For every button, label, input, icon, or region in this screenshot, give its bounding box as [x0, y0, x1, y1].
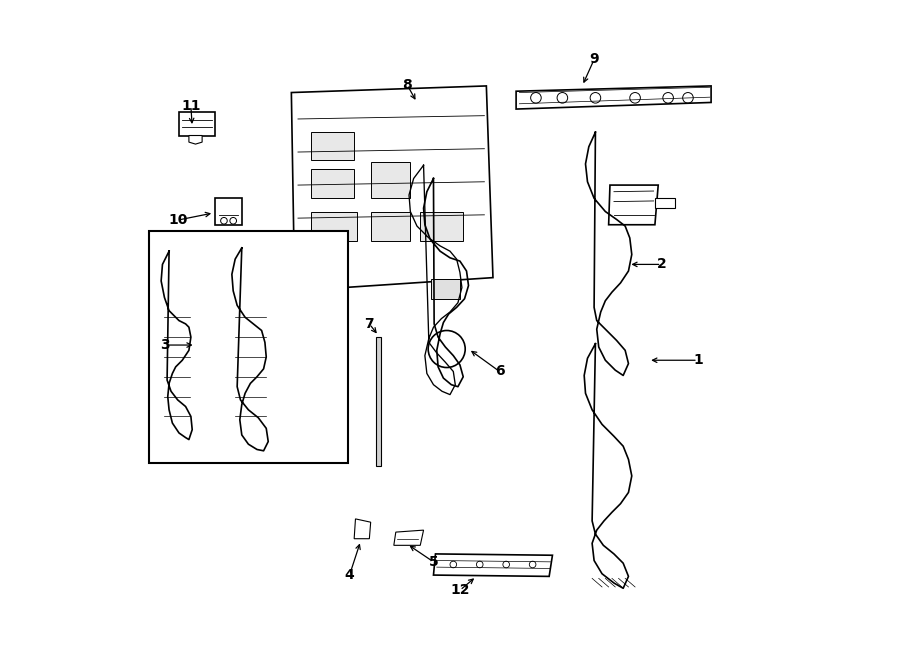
Polygon shape — [376, 337, 381, 466]
Text: 2: 2 — [657, 257, 666, 272]
Polygon shape — [355, 519, 371, 539]
Polygon shape — [394, 530, 424, 545]
Text: 11: 11 — [181, 98, 201, 113]
Text: 1: 1 — [693, 353, 703, 368]
Text: 9: 9 — [590, 52, 598, 67]
Polygon shape — [311, 132, 355, 160]
Polygon shape — [371, 212, 410, 241]
Text: 10: 10 — [168, 213, 187, 227]
Polygon shape — [431, 279, 460, 299]
Text: 4: 4 — [345, 568, 355, 582]
Polygon shape — [149, 231, 347, 463]
Polygon shape — [516, 86, 711, 109]
Polygon shape — [189, 136, 202, 144]
Polygon shape — [292, 86, 493, 291]
Polygon shape — [655, 198, 675, 208]
Text: 8: 8 — [402, 77, 412, 92]
Text: 7: 7 — [364, 317, 374, 331]
Polygon shape — [420, 212, 464, 241]
Polygon shape — [371, 162, 410, 198]
Polygon shape — [215, 198, 242, 225]
Text: 3: 3 — [159, 338, 169, 352]
Polygon shape — [179, 112, 215, 136]
Polygon shape — [434, 554, 553, 576]
Text: 6: 6 — [495, 364, 504, 379]
Polygon shape — [608, 185, 658, 225]
Polygon shape — [311, 169, 355, 198]
Text: 5: 5 — [428, 555, 438, 569]
Text: 12: 12 — [450, 583, 470, 598]
Polygon shape — [311, 212, 357, 241]
